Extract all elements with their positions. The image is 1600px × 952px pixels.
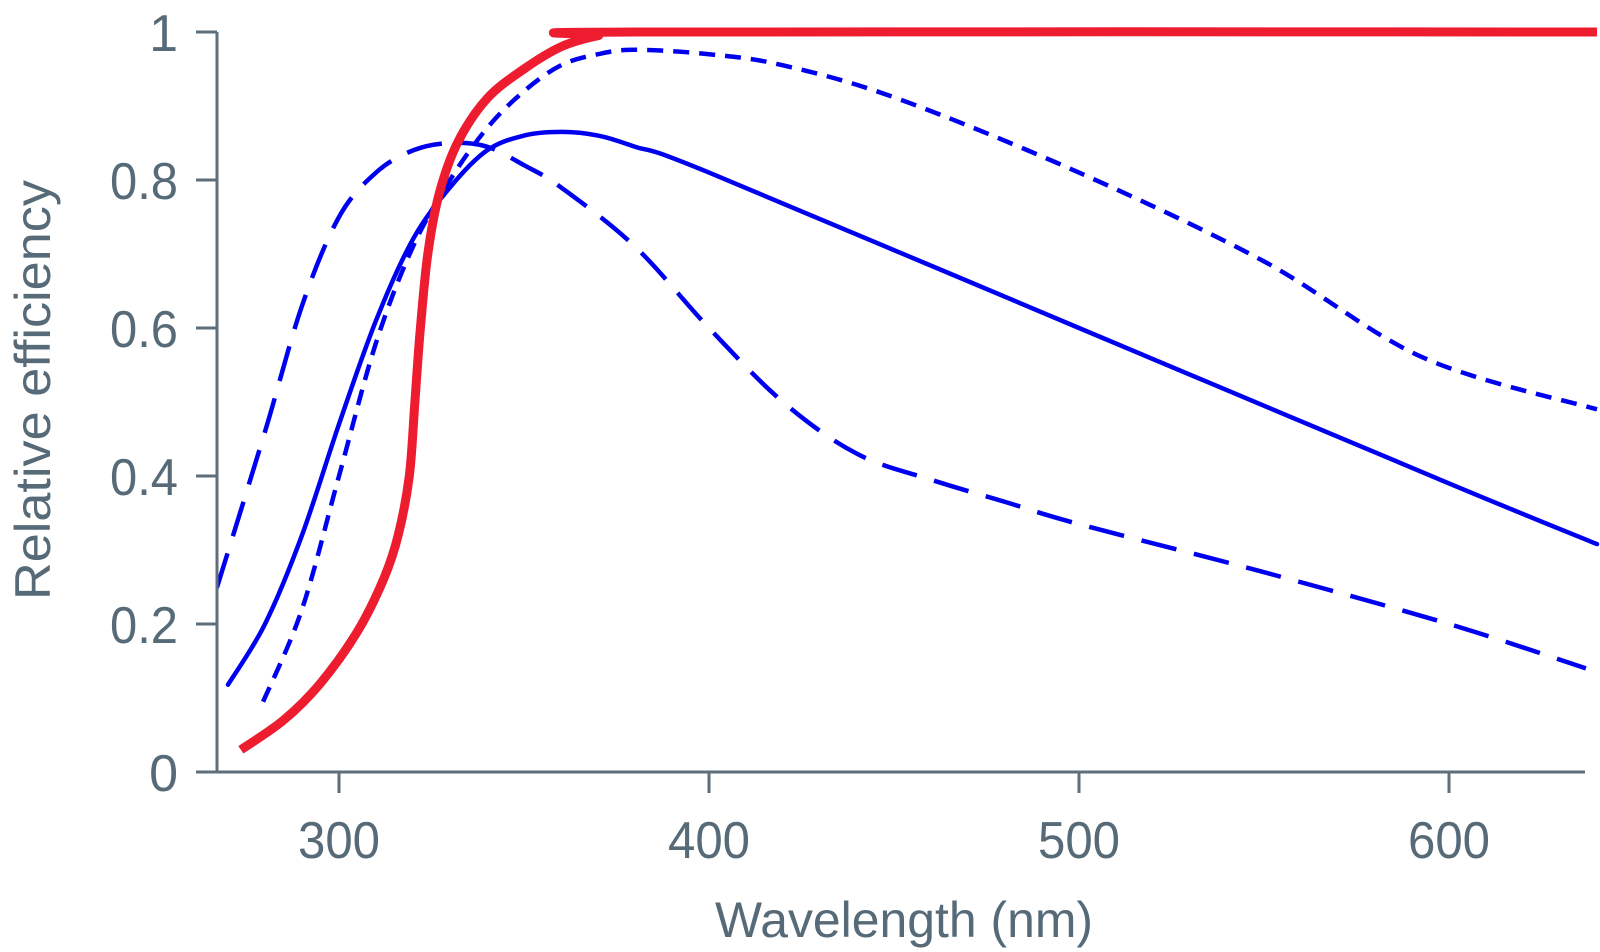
- series-line-red: [238, 27, 1598, 754]
- x-tick-label: 500: [1038, 812, 1120, 870]
- y-tick-label: 0.8: [110, 153, 178, 211]
- x-axis-label: Wavelength (nm): [715, 892, 1093, 948]
- y-tick-label: 1: [149, 5, 178, 63]
- x-ticks: 300 400 500 600: [298, 772, 1490, 870]
- series-line-long-dashed: [217, 140, 1587, 671]
- y-tick-label: 0.4: [110, 449, 178, 507]
- x-tick-label: 600: [1408, 812, 1490, 870]
- x-tick-label: 300: [298, 812, 380, 870]
- axes: [215, 32, 1585, 774]
- y-tick-label: 0: [149, 745, 178, 803]
- y-tick-label: 0.2: [110, 597, 178, 655]
- series-line-solid: [225, 129, 1600, 687]
- series-line-short-dashed: [261, 47, 1598, 703]
- series-layer: [217, 27, 1600, 754]
- y-ticks: 0 0.2 0.4 0.6 0.8 1: [110, 5, 217, 803]
- x-tick-label: 400: [668, 812, 750, 870]
- y-tick-label: 0.6: [110, 301, 178, 359]
- y-axis-label: Relative efficiency: [5, 180, 61, 600]
